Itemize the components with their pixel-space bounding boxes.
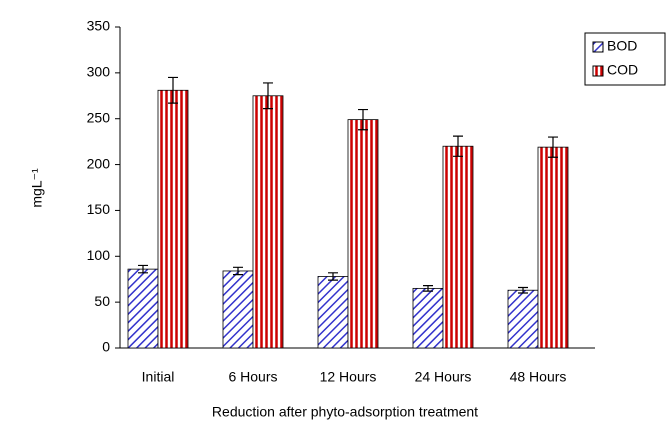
y-tick-label: 0 xyxy=(102,339,110,355)
error-bar xyxy=(263,82,273,110)
y-tick-label: 200 xyxy=(87,155,111,171)
y-tick-label: 100 xyxy=(87,247,111,263)
x-tick-label: 48 Hours xyxy=(510,369,567,385)
error-bar xyxy=(548,136,558,158)
bar xyxy=(157,89,189,349)
x-axis-label: Reduction after phyto-adsorption treatme… xyxy=(212,404,478,420)
y-tick-label: 250 xyxy=(87,109,111,125)
x-tick-label: 12 Hours xyxy=(320,369,377,385)
legend-label: COD xyxy=(607,62,638,78)
bar xyxy=(252,95,284,349)
bar xyxy=(412,287,444,349)
error-bar xyxy=(233,266,243,276)
y-tick-label: 350 xyxy=(87,18,111,34)
bar xyxy=(127,268,159,349)
error-bar xyxy=(328,272,338,281)
x-tick-label: 6 Hours xyxy=(228,369,277,385)
x-tick-label: Initial xyxy=(142,369,175,385)
y-axis-label: mgL⁻¹ xyxy=(29,168,45,208)
legend-swatch xyxy=(592,41,604,53)
error-bar xyxy=(518,286,528,294)
error-bar xyxy=(168,76,178,104)
bar xyxy=(507,289,539,349)
y-tick-label: 150 xyxy=(87,201,111,217)
bar xyxy=(347,119,379,349)
bar xyxy=(537,146,569,349)
bar xyxy=(317,276,349,349)
legend-label: BOD xyxy=(607,38,637,54)
bar xyxy=(442,145,474,349)
bar xyxy=(222,270,254,349)
error-bar xyxy=(453,135,463,157)
y-tick-label: 300 xyxy=(87,64,111,80)
error-bar xyxy=(358,108,368,131)
legend-swatch xyxy=(592,65,604,77)
error-bar xyxy=(138,264,148,274)
x-tick-label: 24 Hours xyxy=(415,369,472,385)
error-bar xyxy=(423,285,433,292)
y-tick-label: 50 xyxy=(94,293,110,309)
